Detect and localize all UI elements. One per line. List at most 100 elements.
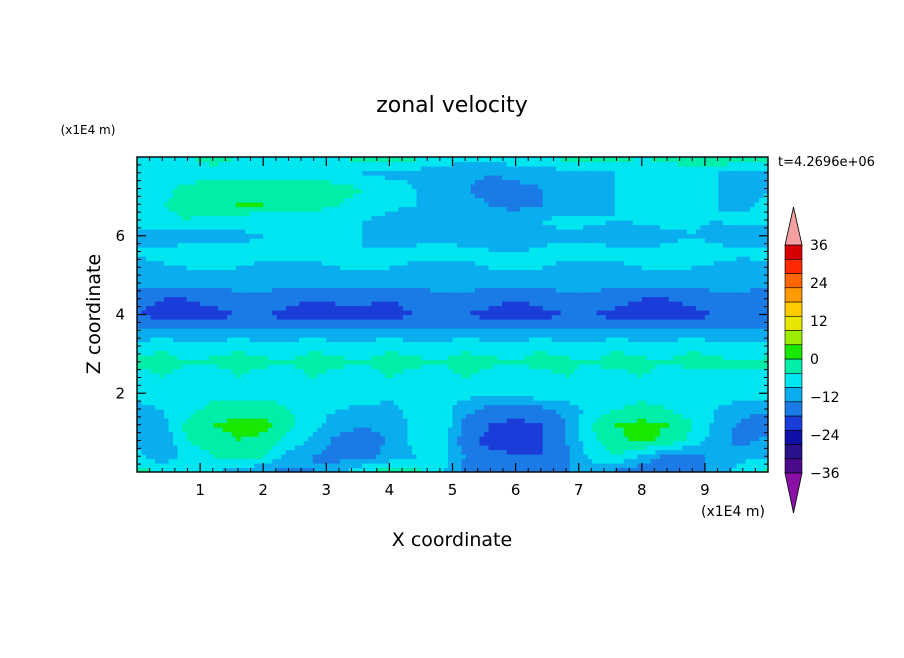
field-cell [393, 458, 400, 464]
field-cell [308, 445, 314, 451]
field-cell [195, 346, 201, 352]
field-cell [475, 368, 481, 374]
field-cell [713, 404, 720, 410]
field-cell [628, 368, 634, 374]
field-cell [506, 467, 512, 472]
field-cell [393, 400, 400, 406]
field-cell [727, 391, 733, 397]
field-cell [709, 445, 715, 451]
field-cell [484, 341, 490, 347]
field-cell [411, 314, 418, 320]
field-cell [758, 436, 765, 442]
field-cell [565, 355, 571, 361]
field-cell [164, 341, 170, 347]
field-cell [497, 445, 503, 451]
field-cell [457, 359, 463, 365]
field-cell [596, 431, 602, 437]
field-cell [434, 413, 440, 419]
field-cell [159, 359, 165, 365]
field-cell [222, 328, 228, 334]
field-cell [155, 355, 161, 361]
field-cell [416, 355, 422, 361]
field-cell [186, 395, 192, 401]
field-cell [655, 377, 661, 383]
field-cell [380, 386, 386, 392]
field-cell [709, 346, 715, 352]
field-cell [393, 463, 400, 469]
field-cell [173, 314, 179, 320]
field-cell [146, 436, 152, 442]
field-cell [506, 332, 512, 338]
field-cell [713, 422, 720, 428]
field-cell [294, 391, 300, 397]
field-cell [727, 463, 733, 469]
field-cell [686, 400, 692, 406]
field-cell [574, 337, 580, 343]
field-cell [312, 332, 318, 338]
field-cell [245, 418, 251, 424]
field-cell [763, 427, 768, 433]
field-cell [276, 350, 282, 356]
field-cell [195, 454, 201, 460]
field-cell [475, 328, 481, 334]
field-cell [317, 332, 323, 338]
field-cell [276, 310, 282, 316]
field-cell [236, 400, 242, 406]
field-cell [191, 391, 197, 397]
field-cell [533, 328, 539, 334]
field-cell [267, 373, 273, 379]
field-cell [137, 314, 143, 320]
field-cell [348, 377, 354, 383]
field-cell [150, 418, 156, 424]
field-cell [357, 404, 363, 410]
field-cell [610, 350, 616, 356]
field-cell [556, 467, 562, 472]
field-cell [357, 409, 363, 415]
field-cell [222, 463, 228, 469]
field-cell [393, 323, 400, 329]
field-cell [623, 337, 629, 343]
field-cell [466, 418, 472, 424]
field-cell [330, 440, 336, 446]
field-cell [583, 391, 589, 397]
field-cell [565, 454, 571, 460]
field-cell [659, 323, 665, 329]
field-cell [520, 449, 526, 455]
field-cell [308, 454, 314, 460]
field-cell [727, 332, 733, 338]
field-cell [434, 422, 440, 428]
field-cell [578, 413, 584, 419]
field-cell [290, 431, 296, 437]
field-cell [249, 359, 255, 365]
field-cell [339, 319, 345, 325]
field-cell [281, 391, 287, 397]
field-cell [249, 319, 255, 325]
field-cell [447, 395, 454, 401]
field-cell [195, 310, 201, 316]
field-cell [749, 323, 756, 329]
field-cell [294, 359, 300, 365]
field-cell [551, 395, 557, 401]
field-cell [709, 373, 715, 379]
field-cell [425, 332, 431, 338]
field-cell [398, 427, 404, 433]
field-cell [758, 364, 765, 370]
field-cell [150, 404, 156, 410]
field-cell [209, 391, 215, 397]
field-cell [740, 395, 747, 401]
field-cell [429, 404, 436, 410]
field-cell [677, 382, 683, 388]
field-cell [538, 418, 544, 424]
field-cell [276, 337, 282, 343]
field-cell [447, 409, 454, 415]
field-cell [556, 346, 562, 352]
field-cell [434, 310, 440, 316]
field-cell [736, 364, 742, 370]
field-cell [321, 341, 327, 347]
field-cell [438, 350, 445, 356]
field-cell [664, 382, 670, 388]
field-cell [515, 364, 521, 370]
field-cell [497, 355, 503, 361]
field-cell [276, 332, 282, 338]
field-cell [303, 332, 309, 338]
